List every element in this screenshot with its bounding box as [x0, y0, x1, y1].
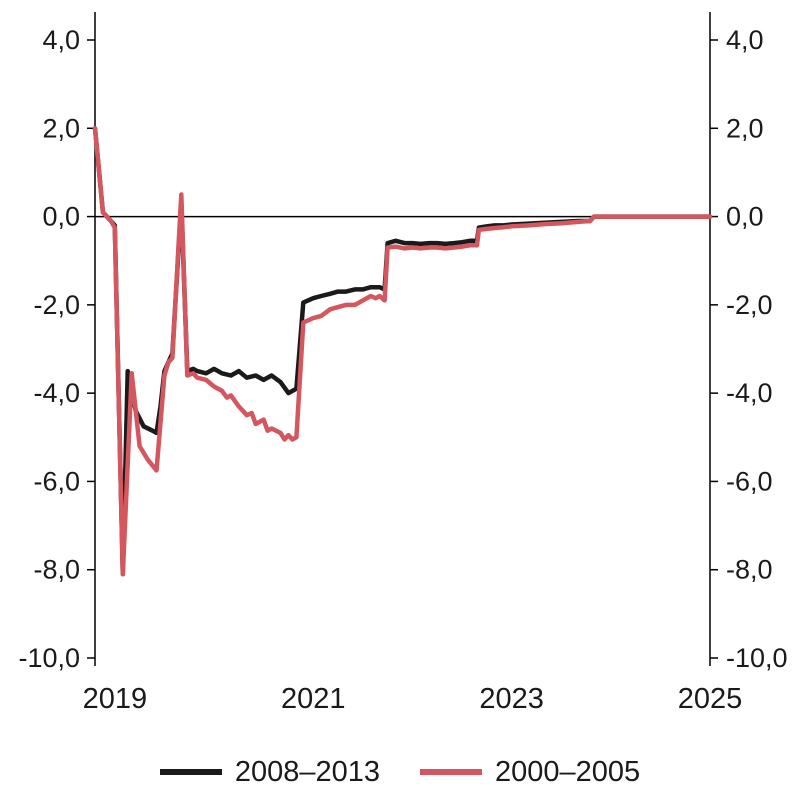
y-tick-label-right: 4,0 [726, 25, 764, 55]
y-tick-label-left: -10,0 [18, 643, 80, 673]
legend-label: 2000–2005 [495, 755, 641, 788]
y-tick-label-right: -6,0 [726, 466, 773, 496]
y-tick-label-right: -10,0 [726, 643, 788, 673]
y-tick-label-right: -2,0 [726, 290, 773, 320]
chart-legend: 2008–2013 2000–2005 [0, 724, 800, 810]
x-tick-label: 2021 [281, 683, 346, 715]
legend-label: 2008–2013 [234, 755, 380, 788]
y-axis-labels: 4,0 4,0 2,0 2,0 0,0 0,0 -2,0 -2,0 -4,0 -4,0 -6,0 -6… [18, 25, 787, 673]
y-tick-label-right: 0,0 [726, 202, 764, 232]
legend-item-2000-2005: 2000–2005 [420, 755, 641, 788]
series-line-1 [92, 126, 713, 577]
y-tick-label-left: 2,0 [42, 113, 80, 143]
legend-swatch [159, 769, 222, 775]
y-tick-label-left: 4,0 [42, 25, 80, 55]
legend-item-2008-2013: 2008–2013 [159, 755, 380, 788]
x-tick-label: 2023 [479, 683, 544, 715]
y-tick-label-left: -6,0 [33, 466, 80, 496]
y-tick-label-left: -2,0 [33, 290, 80, 320]
y-tick-label-right: 2,0 [726, 113, 764, 143]
x-tick-label: 2019 [83, 683, 148, 715]
y-tick-label-left: -8,0 [33, 555, 80, 585]
x-axis-labels: 2019 2021 2023 2025 [83, 683, 743, 715]
y-tick-label-right: -4,0 [726, 378, 773, 408]
y-tick-label-right: -8,0 [726, 555, 773, 585]
y-tick-label-left: 0,0 [42, 202, 80, 232]
y-tick-label-left: -4,0 [33, 378, 80, 408]
chart-canvas: 4,0 4,0 2,0 2,0 0,0 0,0 -2,0 -2,0 -4,0 -4,0 -6,0 -6… [18, 12, 788, 715]
x-tick-label: 2025 [678, 683, 743, 715]
legend-swatch [420, 769, 482, 775]
